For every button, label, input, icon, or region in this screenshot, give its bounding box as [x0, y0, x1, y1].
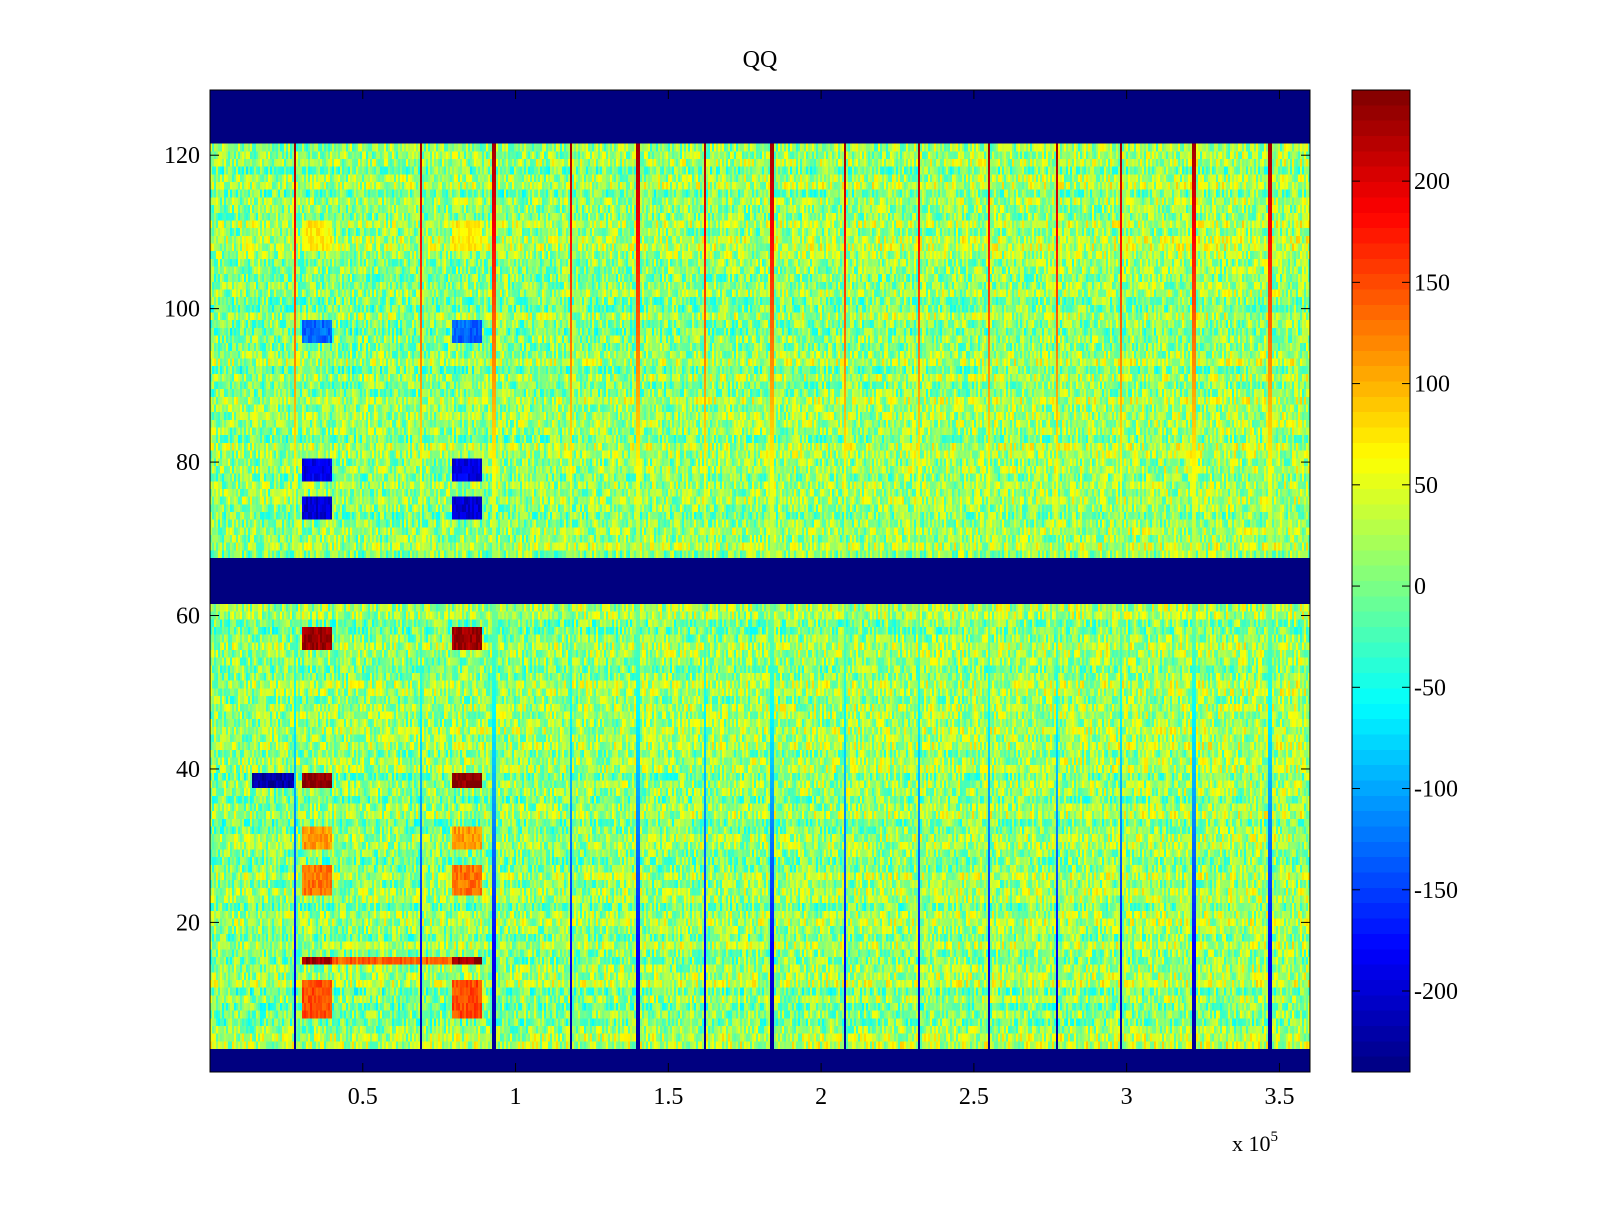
- colorbar-tick-label-7: -150: [1414, 878, 1458, 904]
- y-tick-label-0: 20: [176, 910, 200, 936]
- heatmap-image: [210, 90, 1310, 1072]
- y-tick-label-5: 120: [164, 143, 200, 169]
- y-axis: 20 40 60 80 100 120: [164, 143, 1310, 936]
- colorbar-frame: [1351, 89, 1411, 1073]
- y-tick-label-1: 40: [176, 757, 200, 783]
- colorbar-tick-label-0: 200: [1414, 169, 1450, 195]
- x-multiplier-base: x 10: [1232, 1131, 1271, 1156]
- x-multiplier-label: x 105: [1232, 1129, 1278, 1156]
- colorbar-ticks: 200 150 100 50 0 -50 -100 -150 -200: [1352, 169, 1458, 1005]
- y-tick-label-4: 100: [164, 297, 200, 323]
- x-tick-label-1: 1: [510, 1084, 522, 1110]
- x-tick-label-4: 2.5: [959, 1084, 989, 1110]
- colorbar-tick-label-4: 0: [1414, 574, 1426, 600]
- x-tick-label-6: 3.5: [1264, 1084, 1294, 1110]
- colorbar-tick-label-2: 100: [1414, 372, 1450, 398]
- x-tick-label-5: 3: [1121, 1084, 1133, 1110]
- x-tick-label-0: 0.5: [348, 1084, 378, 1110]
- colorbar-tick-label-6: -100: [1414, 777, 1458, 803]
- colorbar-tick-label-1: 150: [1414, 270, 1450, 296]
- colorbar-tick-label-3: 50: [1414, 473, 1438, 499]
- x-tick-label-3: 2: [815, 1084, 827, 1110]
- x-multiplier-exponent: 5: [1271, 1129, 1279, 1145]
- y-tick-label-3: 80: [176, 450, 200, 476]
- plot-area: [209, 89, 1311, 1073]
- chart-title: QQ: [743, 47, 778, 73]
- y-tick-label-2: 60: [176, 604, 200, 630]
- colorbar: 200 150 100 50 0 -50 -100 -150 -200: [1351, 89, 1458, 1073]
- x-axis: 0.5 1 1.5 2 2.5 3 3.5: [348, 90, 1294, 1110]
- x-tick-label-2: 1.5: [653, 1084, 683, 1110]
- colorbar-image: [1352, 90, 1410, 1072]
- colorbar-tick-label-5: -50: [1414, 675, 1446, 701]
- plot-frame: [209, 89, 1311, 1073]
- colorbar-tick-label-8: -200: [1414, 979, 1458, 1005]
